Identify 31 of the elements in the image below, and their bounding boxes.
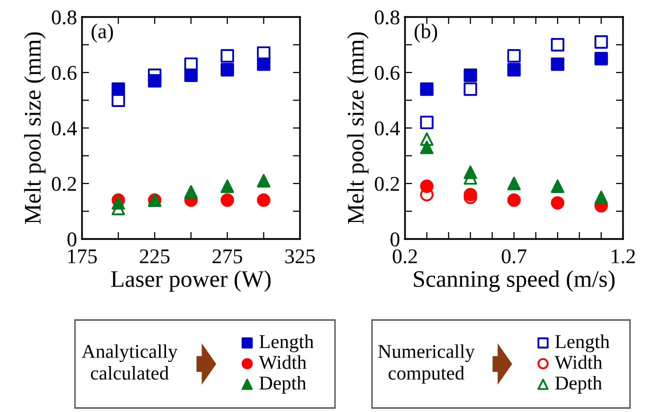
y-tick-label: 0 xyxy=(68,232,76,246)
y-tick-label: 0.2 xyxy=(52,176,76,192)
annotation: (b) xyxy=(414,24,438,43)
y-tick-label: 0.6 xyxy=(52,66,77,80)
y-tick-label: 0.6 xyxy=(374,66,400,80)
y-tick-label: 0.4 xyxy=(52,121,77,136)
y-axis-title: Melt pool size (mm) xyxy=(347,32,369,224)
x-tick-label: 175 xyxy=(68,249,97,264)
y-tick-label: 0.8 xyxy=(52,10,76,25)
legend-label: Width xyxy=(554,355,602,370)
legend-title: Numerically computed xyxy=(378,344,475,384)
legend-label: Length xyxy=(259,334,314,352)
y-tick-label: 0.2 xyxy=(374,176,399,192)
y-tick-label: 0.4 xyxy=(374,121,400,136)
x-tick-label: 0.2 xyxy=(392,249,417,264)
x-tick-label: 325 xyxy=(285,249,315,264)
legend-title: Analytically calculated xyxy=(82,344,178,380)
legend-label: Length xyxy=(555,334,610,352)
x-tick-label: 275 xyxy=(212,249,242,264)
x-tick-label: 1.2 xyxy=(612,249,635,264)
x-axis-title: Laser power (W) xyxy=(111,270,271,292)
legend-label: Depth xyxy=(555,376,602,394)
legend-label: Width xyxy=(258,355,306,370)
legend-label: Depth xyxy=(259,376,306,394)
annotation: (a) xyxy=(92,24,113,43)
x-tick-label: 225 xyxy=(140,249,170,264)
x-axis-title: Scanning speed (m/s) xyxy=(414,270,615,292)
x-tick-label: 0.7 xyxy=(502,249,526,264)
y-tick-label: 0.8 xyxy=(374,10,400,25)
y-tick-label: 0 xyxy=(390,232,400,246)
y-axis-title: Melt pool size (mm) xyxy=(24,32,46,224)
